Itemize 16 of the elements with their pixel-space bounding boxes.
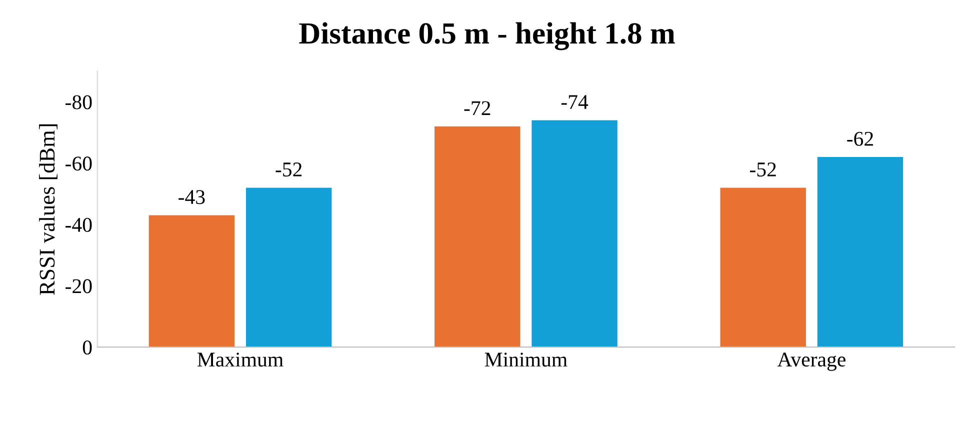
y-tick-label: -40 [66,218,92,232]
data-label: -62 [847,132,873,146]
chart-title: Distance 0.5 m - height 1.8 m [299,22,675,50]
data-label: -52 [750,162,776,177]
x-tick-label: Average [777,352,846,371]
data-label: -74 [561,95,588,109]
data-label: -52 [276,162,302,177]
y-tick-label: 0 [82,340,92,355]
x-tick-label: Minimum [484,352,568,367]
x-tick-label: Maximum [197,352,284,367]
y-tick-label: -80 [66,95,92,110]
y-axis-title: RSSI values [dBm] [39,124,58,295]
y-tick-label: -60 [66,156,92,171]
data-label: -43 [178,190,205,204]
y-tick-label: -20 [66,279,92,294]
data-label: -72 [464,101,490,115]
